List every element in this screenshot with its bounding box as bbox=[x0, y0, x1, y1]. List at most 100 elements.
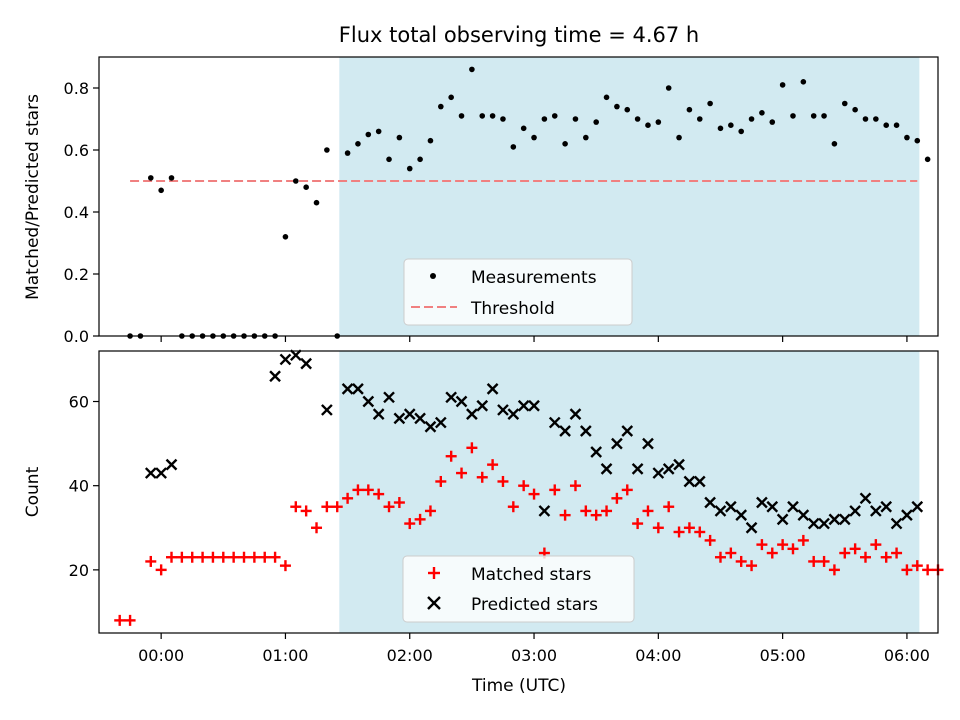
measurement-point bbox=[696, 116, 703, 122]
predicted-star-marker bbox=[673, 458, 685, 471]
x-axis-label: Time (UTC) bbox=[471, 676, 566, 696]
predicted-star-marker bbox=[890, 517, 903, 530]
measurement-point bbox=[427, 137, 434, 144]
matched-star-marker bbox=[518, 480, 530, 492]
matched-star-marker bbox=[342, 492, 354, 504]
predicted-star-marker bbox=[756, 496, 768, 509]
matched-star-marker bbox=[435, 475, 447, 487]
measurement-point bbox=[655, 119, 662, 125]
predicted-star-marker bbox=[383, 391, 395, 404]
matched-star-marker bbox=[445, 450, 457, 462]
predicted-star-marker bbox=[279, 353, 292, 366]
measurement-point bbox=[396, 134, 403, 141]
measurement-point bbox=[914, 137, 921, 144]
y-tick-label: 0.6 bbox=[64, 141, 89, 160]
predicted-star-marker bbox=[776, 513, 789, 526]
predicted-star-marker bbox=[362, 395, 375, 408]
measurement-point bbox=[293, 178, 299, 184]
legend-measurement-marker bbox=[430, 273, 436, 279]
measurement-point bbox=[665, 85, 672, 91]
measurement-point bbox=[562, 141, 568, 147]
y-tick-label: 20 bbox=[69, 561, 89, 580]
bottom-axes-frame bbox=[98, 350, 939, 634]
predicted-star-marker bbox=[621, 425, 634, 437]
x-tick-label: 03:00 bbox=[511, 646, 557, 665]
matched-star-marker bbox=[746, 560, 758, 572]
measurement-point bbox=[728, 122, 734, 128]
measurement-point bbox=[738, 128, 744, 135]
y-tick-label: 0.2 bbox=[64, 265, 89, 284]
matched-star-marker bbox=[424, 505, 436, 517]
predicted-star-marker bbox=[745, 521, 758, 534]
matched-star-marker bbox=[197, 551, 209, 563]
predicted-star-marker bbox=[579, 425, 592, 437]
measurement-point bbox=[313, 199, 320, 206]
matched-star-marker bbox=[456, 467, 468, 479]
bottom-legend: Matched stars Predicted stars bbox=[402, 555, 635, 623]
predicted-star-marker bbox=[797, 509, 810, 521]
measurement-point bbox=[759, 110, 765, 116]
predicted-star-marker bbox=[476, 399, 489, 412]
matched-star-marker bbox=[404, 518, 416, 530]
measurement-point bbox=[645, 122, 651, 128]
predicted-star-marker bbox=[455, 395, 468, 408]
measurement-point bbox=[520, 125, 527, 132]
legend-label-matched: Matched stars bbox=[471, 565, 591, 585]
matched-star-marker bbox=[383, 501, 395, 513]
legend-label-measurements: Measurements bbox=[471, 268, 597, 288]
x-tick-label: 05:00 bbox=[760, 646, 806, 665]
measurement-point bbox=[583, 134, 589, 141]
matched-star-marker bbox=[549, 484, 561, 496]
predicted-star-marker bbox=[372, 408, 385, 420]
x-tick-label: 06:00 bbox=[884, 646, 930, 665]
predicted-star-marker bbox=[662, 463, 675, 475]
measurement-point bbox=[551, 113, 558, 119]
matched-star-marker bbox=[466, 442, 478, 454]
predicted-star-marker bbox=[269, 370, 281, 383]
matched-star-marker bbox=[621, 484, 633, 496]
matched-star-marker bbox=[559, 509, 571, 521]
matched-star-marker bbox=[248, 551, 260, 563]
measurement-point bbox=[448, 94, 454, 101]
measurement-point bbox=[790, 113, 796, 119]
measurement-point bbox=[748, 116, 755, 122]
measurement-point bbox=[779, 82, 786, 88]
matched-star-marker bbox=[528, 488, 540, 500]
matched-star-marker bbox=[756, 539, 768, 551]
matched-star-marker bbox=[828, 564, 840, 576]
matched-star-marker bbox=[311, 522, 323, 534]
predicted-star-marker bbox=[538, 505, 551, 517]
matched-star-marker bbox=[414, 513, 426, 525]
predicted-star-marker bbox=[818, 517, 830, 530]
matched-star-marker bbox=[849, 543, 861, 555]
matched-star-marker bbox=[290, 501, 302, 513]
y-tick-label: 40 bbox=[69, 477, 89, 496]
matched-star-marker bbox=[487, 459, 499, 471]
measurement-point bbox=[510, 144, 517, 150]
measurement-point bbox=[541, 116, 548, 122]
measurement-point bbox=[469, 66, 475, 73]
predicted-star-marker bbox=[714, 505, 727, 517]
measurement-point bbox=[862, 116, 869, 122]
matched-star-marker bbox=[176, 551, 188, 563]
measurement-point bbox=[282, 234, 289, 240]
top-y-ticks: 0.0 0.2 0.4 0.6 0.8 bbox=[64, 79, 99, 346]
measurement-point bbox=[810, 113, 817, 119]
matched-star-marker bbox=[891, 547, 903, 559]
predicted-star-marker bbox=[870, 505, 882, 517]
matched-star-marker bbox=[601, 505, 613, 517]
matched-star-marker bbox=[331, 501, 343, 513]
chart-title: Flux total observing time = 4.67 h bbox=[339, 23, 699, 47]
measurement-point bbox=[386, 156, 392, 163]
measurement-point bbox=[147, 175, 154, 181]
measurement-point bbox=[883, 122, 890, 128]
measurement-point bbox=[355, 141, 361, 147]
matched-star-marker bbox=[352, 484, 364, 496]
legend-label-threshold: Threshold bbox=[470, 299, 555, 319]
matched-star-marker bbox=[124, 614, 136, 626]
predicted-star-marker bbox=[424, 420, 437, 433]
legend-matched-marker bbox=[428, 567, 440, 579]
measurement-point bbox=[324, 147, 330, 153]
measurement-point bbox=[624, 106, 631, 113]
matched-star-marker bbox=[373, 488, 385, 500]
